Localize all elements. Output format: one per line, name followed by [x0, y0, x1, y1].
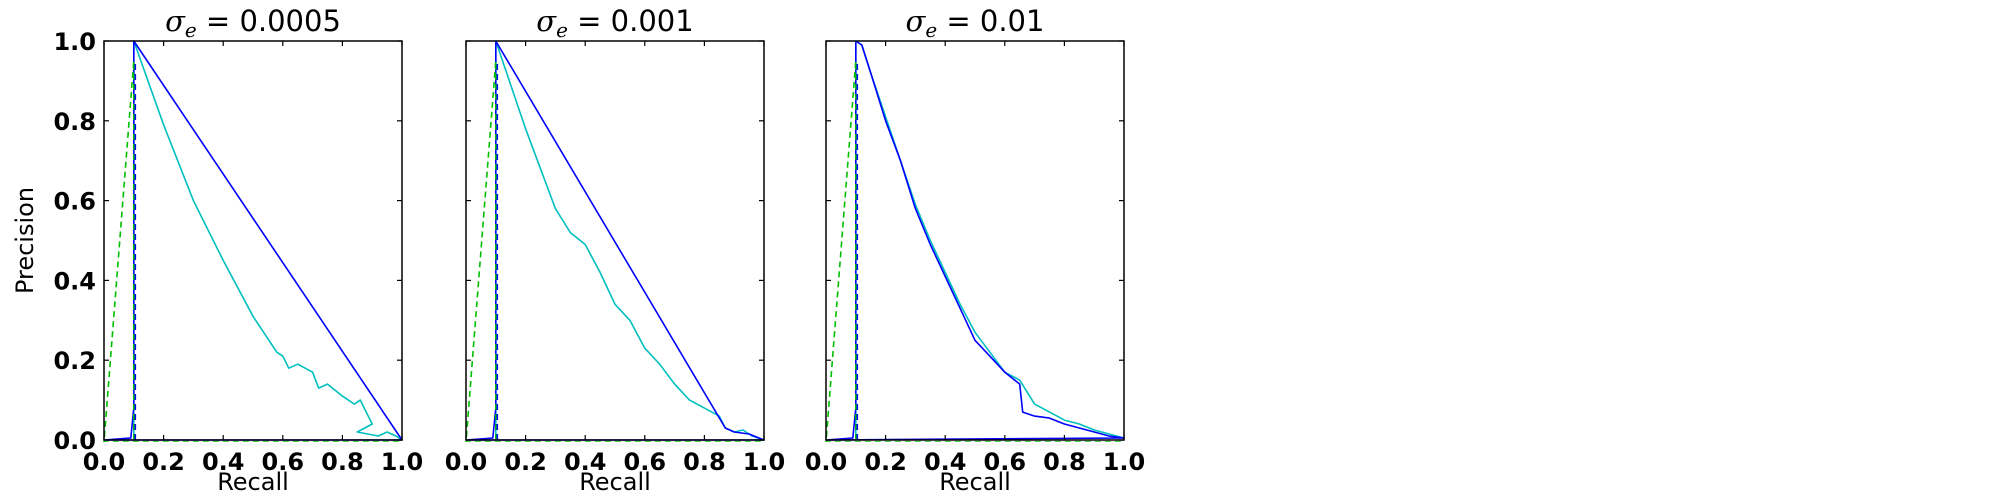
x-tick-label: 0.8 — [321, 448, 364, 476]
panel-title: σe = 0.0005 — [165, 4, 341, 42]
x-tick-label: 0.0 — [83, 448, 126, 476]
x-tick-label: 0.6 — [262, 448, 305, 476]
x-axis-label: Recall — [939, 468, 1011, 496]
series-group — [465, 40, 765, 442]
series-line-1 — [133, 40, 403, 441]
x-tick-label: 0.6 — [984, 448, 1027, 476]
x-tick-label: 0.8 — [683, 448, 726, 476]
plot-frame — [825, 40, 1125, 441]
y-tick-label: 0.2 — [53, 347, 96, 375]
y-tick-label: 0.0 — [53, 427, 96, 455]
x-tick-label: 1.0 — [1103, 448, 1146, 476]
series-line-3 — [103, 60, 402, 442]
y-tick-label: 1.0 — [53, 28, 96, 56]
chart-panel-2: 0.0 0.2 0.4 0.6 0.8 1.0 Recall σe = 0.001 — [445, 4, 786, 496]
x-tick-label: 0.0 — [805, 448, 848, 476]
x-tick-label: 0.2 — [864, 448, 907, 476]
x-tick-label: 0.4 — [202, 448, 245, 476]
plot-frame — [465, 40, 765, 441]
y-tick-label: 0.6 — [53, 188, 96, 216]
y-axis-label: Precision — [11, 187, 39, 294]
x-axis-label: Recall — [217, 468, 289, 496]
x-tick-label: 1.0 — [381, 448, 424, 476]
series-group — [825, 40, 1125, 442]
x-tick-label: 0.4 — [924, 448, 967, 476]
x-tick-label: 0.4 — [564, 448, 607, 476]
chart-panel-3: 0.0 0.2 0.4 0.6 0.8 1.0 Recall σe = 0.01 — [805, 4, 1146, 496]
x-axis-label: Recall — [579, 468, 651, 496]
x-tick-label: 1.0 — [743, 448, 786, 476]
chart-panel-1: 0.0 0.2 0.4 0.6 0.8 1.0 0.0 0.2 0.4 0.6 0.8 1.0 Reca… — [11, 4, 423, 496]
series-line-2 — [825, 40, 1125, 441]
plot-frame — [103, 40, 403, 441]
series-line-3 — [465, 60, 764, 442]
x-tick-label: 0.0 — [445, 448, 488, 476]
x-tick-label: 0.2 — [142, 448, 185, 476]
y-tick-label: 0.8 — [53, 108, 96, 136]
x-tick-label: 0.2 — [504, 448, 547, 476]
y-tick-label: 0.4 — [53, 267, 96, 295]
x-tick-label: 0.8 — [1043, 448, 1086, 476]
x-tick-label: 0.6 — [624, 448, 667, 476]
panel-title: σe = 0.001 — [536, 4, 693, 42]
series-line-3 — [825, 60, 1124, 442]
panel-title: σe = 0.01 — [906, 4, 1045, 42]
series-line-2 — [465, 40, 765, 441]
chart-panels: 0.0 0.2 0.4 0.6 0.8 1.0 0.0 0.2 0.4 0.6 0.8 1.0 Reca… — [11, 4, 1145, 496]
